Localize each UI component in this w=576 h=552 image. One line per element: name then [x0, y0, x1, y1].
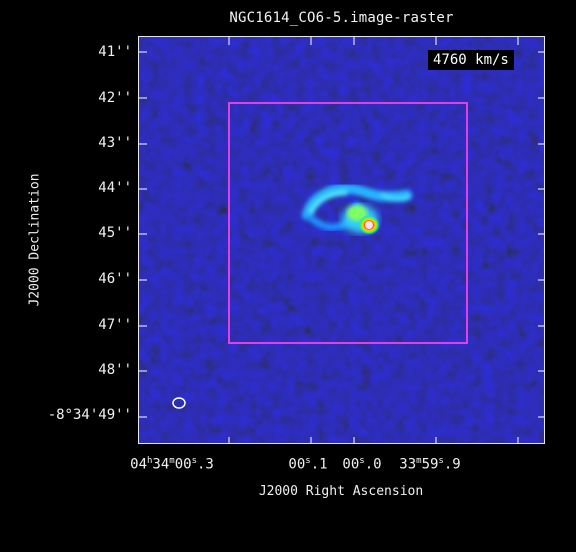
y-tick-label: 43''	[98, 135, 132, 151]
noise-texture	[139, 37, 544, 443]
image-raster-panel[interactable]	[138, 36, 545, 444]
x-tick-label: 04h34m00s.3	[130, 456, 214, 473]
y-tick-label: 44''	[98, 180, 132, 196]
region-box	[228, 102, 468, 344]
y-tick-label: 48''	[98, 362, 132, 378]
y-ticks	[139, 51, 544, 418]
y-tick-label: 46''	[98, 271, 132, 287]
y-axis-title: J2000 Declination	[27, 173, 43, 307]
x-tick-label: 00s.0	[342, 456, 382, 473]
y-tick-label: 45''	[98, 225, 132, 241]
x-axis-title: J2000 Right Ascension	[258, 484, 424, 499]
y-tick-label: 47''	[98, 317, 132, 333]
emission-core	[342, 205, 380, 235]
beam-ellipse	[172, 397, 186, 409]
raster-svg	[139, 37, 544, 443]
plot-title: NGC1614_CO6-5.image-raster	[229, 10, 454, 26]
x-tick-label: 00s.1	[288, 456, 328, 473]
y-tick-label: -8°34'49''	[47, 407, 132, 423]
velocity-badge: 4760 km/s	[428, 50, 514, 70]
x-ticks	[228, 37, 519, 443]
y-tick-label: 42''	[98, 90, 132, 106]
y-tick-label: 41''	[98, 44, 132, 60]
x-tick-label: 33m59s.9	[399, 456, 461, 473]
